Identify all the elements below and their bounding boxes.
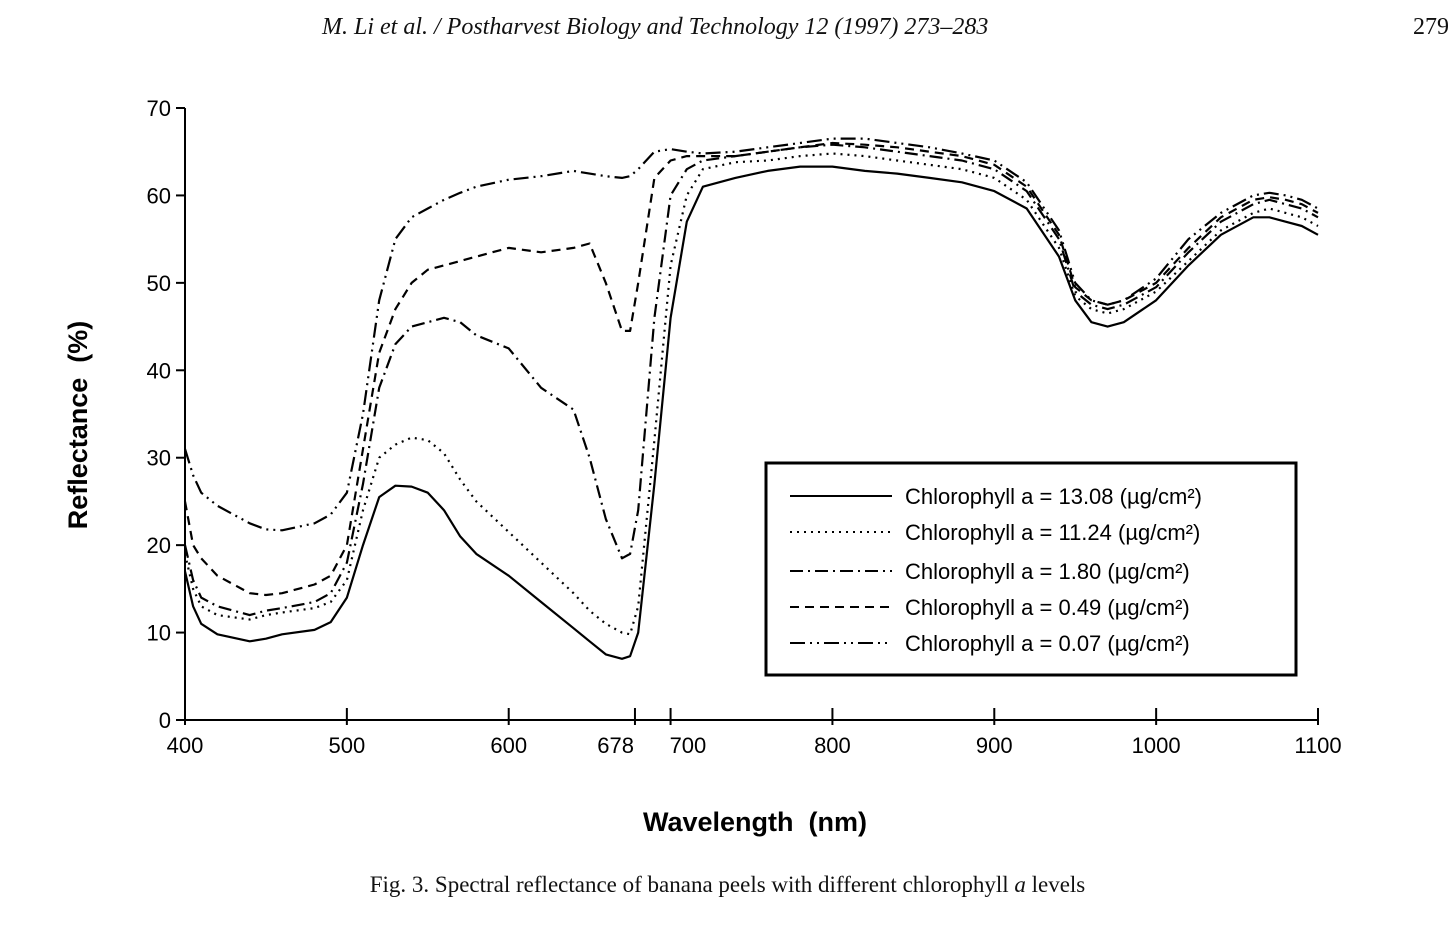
x-ticks: 400 500 600 678 700 800 900 1000 1100 [167, 708, 1342, 758]
x-tick-label: 900 [976, 733, 1013, 758]
y-tick-label: 40 [147, 358, 171, 383]
x-tick-label: 500 [328, 733, 365, 758]
page-number: 279 [1413, 14, 1449, 40]
x-tick-label: 1100 [1294, 733, 1341, 758]
legend-box [764, 461, 1298, 677]
legend-label: Chlorophyll a = 1.80 (µg/cm²) [905, 559, 1190, 584]
x-tick-label: 800 [814, 733, 851, 758]
x-tick-label: 700 [670, 733, 707, 758]
x-tick-label: 600 [490, 733, 527, 758]
y-tick-label: 10 [147, 621, 171, 646]
caption-prefix: Fig. 3. Spectral reflectance of banana p… [369, 872, 1009, 897]
y-tick-label: 30 [147, 446, 171, 471]
y-tick-label: 70 [147, 96, 171, 121]
caption-italic: a [1014, 872, 1026, 897]
x-tick-label: 400 [167, 733, 204, 758]
running-head: M. Li et al. / Postharvest Biology and T… [0, 14, 1455, 44]
series-line [183, 165, 1319, 660]
y-tick-label: 50 [147, 271, 171, 296]
y-ticks: 0 10 20 30 40 50 60 70 [147, 96, 185, 733]
legend: Chlorophyll a = 13.08 (µg/cm²) Chlorophyl… [764, 461, 1298, 677]
figure-caption: Fig. 3. Spectral reflectance of banana p… [0, 872, 1455, 898]
caption-suffix: levels [1031, 872, 1086, 897]
y-tick-label: 20 [147, 533, 171, 558]
y-tick-label: 60 [147, 183, 171, 208]
reflectance-chart: 0 10 20 30 40 50 60 70 400 500 600 678 700 800 900 100… [63, 96, 1342, 837]
series-line [183, 143, 1319, 617]
journal-citation: M. Li et al. / Postharvest Biology and T… [322, 14, 989, 40]
series-line [183, 137, 1319, 532]
x-tick-label: 678 [597, 733, 634, 758]
legend-label: Chlorophyll a = 13.08 (µg/cm²) [905, 484, 1202, 509]
legend-label: Chlorophyll a = 0.07 (µg/cm²) [905, 631, 1190, 656]
y-tick-label: 0 [159, 708, 171, 733]
legend-label: Chlorophyll a = 11.24 (µg/cm²) [905, 520, 1200, 545]
legend-label: Chlorophyll a = 0.49 (µg/cm²) [905, 595, 1190, 620]
x-tick-label: 1000 [1132, 733, 1181, 758]
y-axis-title: Reflectance (%) [63, 321, 93, 530]
series-group [183, 137, 1319, 660]
x-axis-title: Wavelength (nm) [643, 807, 867, 837]
chart-axes [184, 108, 1318, 721]
